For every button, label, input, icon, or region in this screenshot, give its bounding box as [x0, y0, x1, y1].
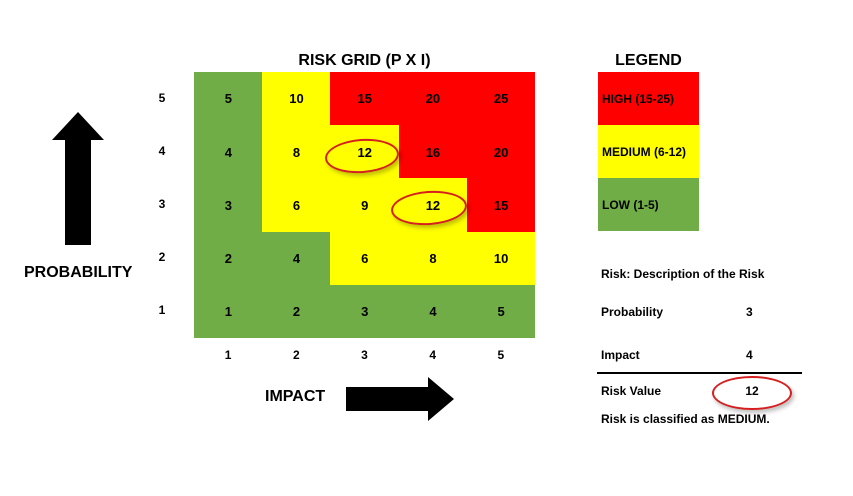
risk-description: Risk: Description of the Risk — [601, 267, 765, 281]
grid-cell: 25 — [466, 72, 536, 126]
grid-cell: 10 — [262, 72, 331, 126]
grid-cell: 6 — [330, 231, 400, 286]
grid-cell: 4 — [398, 284, 468, 339]
row-label: 4 — [158, 143, 166, 158]
legend-item: MEDIUM (6-12) — [598, 125, 699, 178]
grid-cell: 20 — [398, 72, 468, 126]
probability-arrow-icon — [52, 112, 104, 245]
column-label: 5 — [497, 348, 505, 362]
impact-label-text: Impact — [601, 348, 640, 362]
row-label: 3 — [158, 197, 166, 211]
probability-label: PROBABILITY — [24, 264, 133, 281]
legend-item: HIGH (15-25) — [598, 72, 699, 125]
risk-value-label: Risk Value — [601, 384, 662, 398]
legend-title: LEGEND — [615, 52, 682, 69]
grid-cell: 3 — [194, 178, 263, 233]
row-label: 5 — [158, 90, 166, 105]
risk-value-circle — [712, 376, 792, 410]
grid-cell: 8 — [398, 231, 468, 286]
impact-arrow-icon — [346, 377, 454, 421]
grid-cell: 10 — [466, 231, 536, 286]
probability-value: 3 — [746, 305, 753, 319]
risk-grid: 5 10 15 20 25 4 8 12 16 20 3 6 9 12 15 2 4 6 8 10 1 2 3 4 5 — [194, 72, 536, 339]
grid-cell: 20 — [466, 125, 536, 179]
probability-label-text: Probability — [601, 305, 664, 319]
legend-item-label: LOW (1-5) — [602, 197, 659, 212]
grid-title: RISK GRID (P X I) — [298, 52, 431, 69]
impact-value: 4 — [746, 348, 753, 362]
grid-cell: 4 — [262, 231, 331, 286]
risk-value: 12 — [745, 384, 759, 398]
grid-cell: 15 — [330, 72, 400, 126]
grid-cell: 1 — [194, 284, 263, 339]
grid-cell: 12 — [398, 178, 468, 233]
divider — [597, 372, 802, 374]
grid-cell: 16 — [398, 125, 468, 179]
impact-label: IMPACT — [265, 388, 326, 405]
column-label: 1 — [224, 348, 232, 362]
grid-cell: 12 — [330, 125, 400, 179]
column-label: 4 — [429, 348, 437, 362]
legend-item-label: MEDIUM (6-12) — [602, 144, 687, 159]
grid-cell: 5 — [466, 284, 536, 339]
grid-cell: 8 — [262, 125, 331, 179]
column-label: 2 — [292, 348, 300, 362]
grid-cell: 6 — [262, 178, 331, 233]
column-label: 3 — [361, 348, 368, 362]
grid-cell: 2 — [262, 284, 331, 339]
legend-item: LOW (1-5) — [598, 178, 699, 231]
grid-cell: 3 — [330, 284, 400, 339]
grid-cell: 5 — [194, 72, 263, 126]
row-label: 1 — [158, 303, 166, 318]
row-label: 2 — [158, 250, 166, 265]
legend-item-label: HIGH (15-25) — [602, 91, 675, 106]
grid-cell: 2 — [194, 231, 263, 286]
grid-cell: 9 — [330, 178, 400, 233]
risk-classification: Risk is classified as MEDIUM. — [601, 412, 770, 426]
grid-cell: 15 — [466, 178, 536, 233]
grid-cell: 4 — [194, 125, 263, 179]
